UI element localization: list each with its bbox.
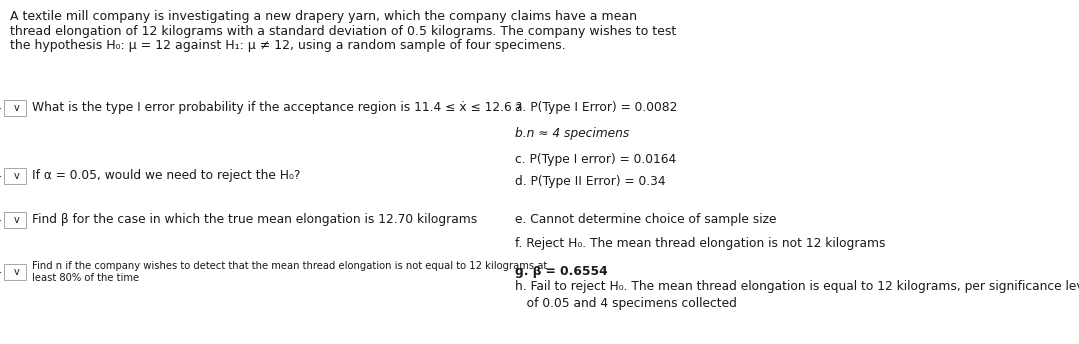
- FancyBboxPatch shape: [4, 212, 26, 228]
- Text: f. Reject H₀. The mean thread elongation is not 12 kilograms: f. Reject H₀. The mean thread elongation…: [515, 237, 886, 249]
- Text: v: v: [13, 215, 19, 225]
- Text: Find β for the case in which the true mean elongation is 12.70 kilograms: Find β for the case in which the true me…: [32, 214, 477, 226]
- Text: thread elongation of 12 kilograms with a standard deviation of 0.5 kilograms. Th: thread elongation of 12 kilograms with a…: [10, 24, 677, 37]
- Text: A textile mill company is investigating a new drapery yarn, which the company cl: A textile mill company is investigating …: [10, 10, 637, 23]
- Text: Find n if the company wishes to detect that the mean thread elongation is not eq: Find n if the company wishes to detect t…: [32, 261, 547, 283]
- FancyBboxPatch shape: [4, 100, 26, 116]
- Text: v: v: [13, 103, 19, 113]
- Text: v: v: [13, 171, 19, 181]
- Text: d. P(Type II Error) = 0.34: d. P(Type II Error) = 0.34: [515, 174, 666, 187]
- Text: the hypothesis H₀: μ = 12 against H₁: μ ≠ 12, using a random sample of four spec: the hypothesis H₀: μ = 12 against H₁: μ …: [10, 39, 565, 52]
- Text: h. Fail to reject H₀. The mean thread elongation is equal to 12 kilograms, per s: h. Fail to reject H₀. The mean thread el…: [515, 280, 1079, 310]
- Text: If α = 0.05, would we need to reject the H₀?: If α = 0.05, would we need to reject the…: [32, 170, 300, 183]
- Text: a. P(Type I Error) = 0.0082: a. P(Type I Error) = 0.0082: [515, 101, 678, 115]
- FancyBboxPatch shape: [4, 168, 26, 184]
- Text: What is the type I error probability if the acceptance region is 11.4 ≤ ẋ ≤ 12.6: What is the type I error probability if …: [32, 101, 522, 115]
- Text: g. β = 0.6554: g. β = 0.6554: [515, 266, 607, 279]
- Text: e. Cannot determine choice of sample size: e. Cannot determine choice of sample siz…: [515, 214, 777, 226]
- FancyBboxPatch shape: [4, 264, 26, 280]
- Text: c. P(Type I error) = 0.0164: c. P(Type I error) = 0.0164: [515, 153, 677, 166]
- Text: b.n ≈ 4 specimens: b.n ≈ 4 specimens: [515, 127, 629, 140]
- Text: v: v: [13, 267, 19, 277]
